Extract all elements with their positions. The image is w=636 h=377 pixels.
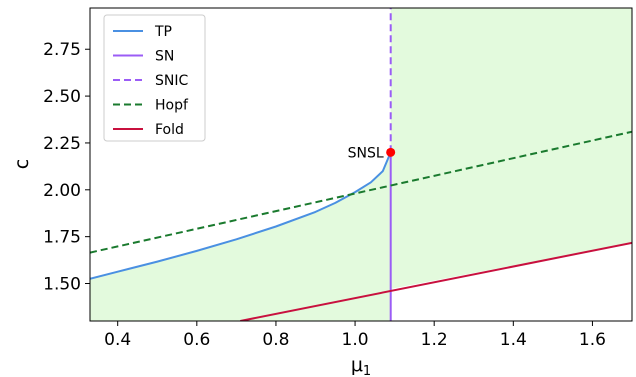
y-tick-label: 1.50 (43, 275, 81, 295)
y-tick-label: 2.00 (43, 181, 81, 201)
plot-frame (89, 7, 633, 322)
x-axis-ticks: 0.4 0.6 0.8 1.0 1.2 1.4 1.6 (104, 321, 606, 350)
shaded-regions (90, 8, 632, 321)
annotation-label-snsl: SNSL (348, 145, 384, 161)
legend-box (103, 14, 206, 142)
y-axis-ticks: 1.50 1.75 2.00 2.25 2.50 2.75 (43, 40, 90, 295)
series-lines (90, 8, 632, 321)
annotation-marker-snsl (386, 147, 396, 157)
legend-label-tp: TP (154, 24, 172, 40)
y-axis-label: c (11, 159, 33, 169)
y-tick-label: 1.75 (43, 228, 81, 248)
shaded-region-1 (90, 152, 391, 321)
x-tick-label: 1.0 (342, 330, 369, 350)
x-tick-label: 1.6 (579, 330, 606, 350)
legend-label-sn: SN (155, 49, 174, 65)
y-tick-label: 2.25 (43, 134, 81, 154)
legend-label-fold: Fold (155, 122, 184, 138)
x-tick-label: 1.4 (500, 330, 527, 350)
series-line-fold (240, 241, 632, 321)
x-tick-label: 0.4 (104, 330, 131, 350)
x-tick-label: 0.8 (262, 330, 289, 350)
legend-label-hopf: Hopf (155, 98, 189, 114)
y-tick-label: 2.50 (43, 87, 81, 107)
x-tick-label: 1.2 (421, 330, 448, 350)
series-line-tp (90, 151, 392, 280)
x-axis-label: μ1 (351, 354, 371, 377)
legend: TP SN SNIC Hopf Fold (103, 14, 206, 142)
shaded-region-2 (390, 8, 632, 289)
series-line-hopf (90, 130, 632, 254)
annotations: SNSL (348, 145, 396, 161)
x-tick-label: 0.6 (183, 330, 210, 350)
y-tick-label: 2.75 (43, 40, 81, 60)
legend-label-snic: SNIC (155, 73, 188, 89)
